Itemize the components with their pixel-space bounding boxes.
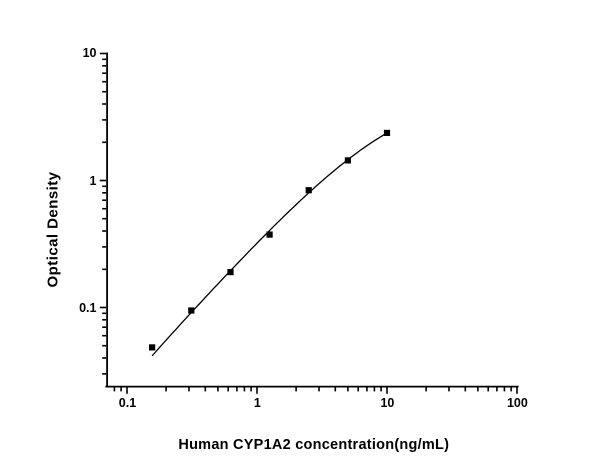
- svg-text:0.1: 0.1: [79, 301, 96, 315]
- svg-text:1: 1: [90, 174, 97, 188]
- svg-text:0.1: 0.1: [119, 396, 136, 410]
- svg-text:1: 1: [254, 396, 261, 410]
- svg-text:100: 100: [507, 396, 528, 410]
- svg-text:10: 10: [83, 46, 97, 60]
- svg-text:Optical Density: Optical Density: [45, 171, 62, 287]
- svg-text:10: 10: [380, 396, 394, 410]
- svg-text:Human CYP1A2 concentration(ng/: Human CYP1A2 concentration(ng/mL): [178, 437, 449, 453]
